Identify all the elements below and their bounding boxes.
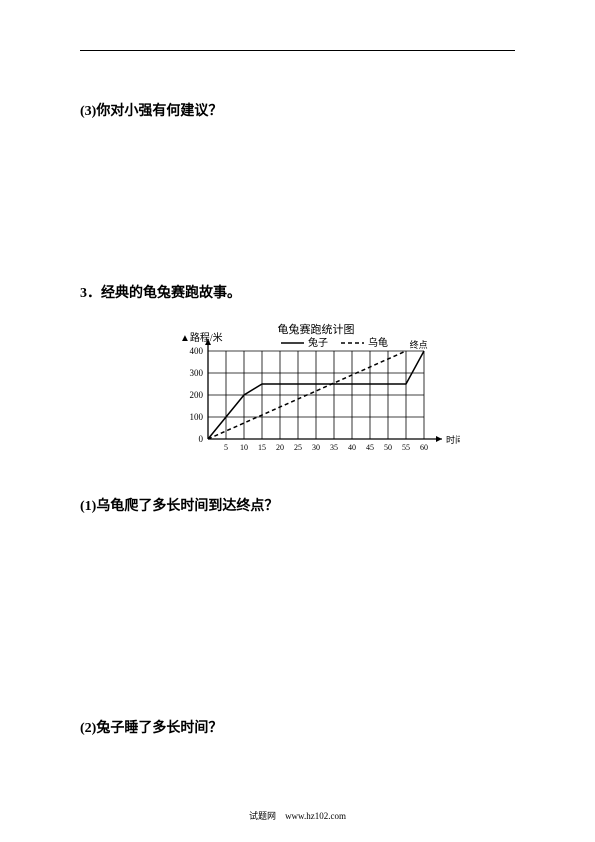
- svg-text:▲路程/米: ▲路程/米: [180, 331, 223, 344]
- svg-text:50: 50: [384, 443, 392, 452]
- svg-text:15: 15: [258, 443, 266, 452]
- svg-text:55: 55: [402, 443, 410, 452]
- top-horizontal-rule: [80, 50, 515, 51]
- svg-text:45: 45: [366, 443, 374, 452]
- svg-text:终点: 终点: [410, 339, 428, 350]
- race-chart: 龟兔赛跑统计图兔子 乌龟 ▲路程/米 0 100 200 300 400 5 10 15 20 25 30…: [170, 321, 450, 476]
- svg-text:5: 5: [224, 443, 228, 452]
- svg-text:200: 200: [190, 390, 204, 400]
- footer-url: www.hz102.com: [285, 811, 346, 821]
- svg-text:龟兔赛跑统计图: 龟兔赛跑统计图: [278, 322, 355, 336]
- svg-text:40: 40: [348, 443, 356, 452]
- page-footer: 试题网 www.hz102.com: [0, 809, 595, 822]
- svg-text:25: 25: [294, 443, 302, 452]
- svg-text:300: 300: [190, 368, 204, 378]
- svg-text:兔子: 兔子: [308, 336, 328, 349]
- footer-site-label: 试题网: [249, 811, 276, 821]
- svg-text:时间/分钟: 时间/分钟: [446, 434, 460, 445]
- svg-text:10: 10: [240, 443, 248, 452]
- question-3-sub1: (1)乌龟爬了多长时间到达终点？: [80, 496, 515, 518]
- race-chart-svg: 龟兔赛跑统计图兔子 乌龟 ▲路程/米 0 100 200 300 400 5 10 15 20 25 30…: [170, 321, 460, 471]
- svg-text:20: 20: [276, 443, 284, 452]
- question-3-sub2: (2)兔子睡了多长时间？: [80, 718, 515, 740]
- svg-text:乌龟: 乌龟: [368, 336, 388, 349]
- svg-text:400: 400: [190, 346, 204, 356]
- svg-text:35: 35: [330, 443, 338, 452]
- question-3-title: 3．经典的龟兔赛跑故事。: [80, 283, 515, 305]
- svg-text:0: 0: [199, 434, 204, 444]
- svg-text:60: 60: [420, 443, 428, 452]
- question-3-sub3: (3)你对小强有何建议？: [80, 101, 515, 123]
- svg-text:100: 100: [190, 412, 204, 422]
- svg-text:30: 30: [312, 443, 320, 452]
